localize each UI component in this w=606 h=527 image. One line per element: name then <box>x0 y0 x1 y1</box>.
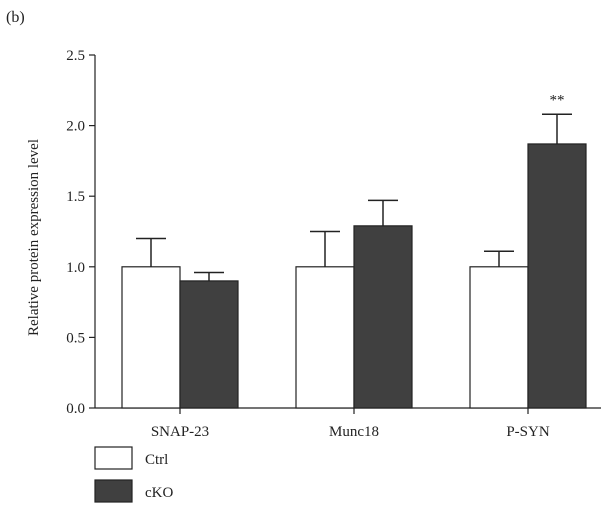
legend-swatch <box>94 446 133 470</box>
significance-marker: ** <box>550 92 565 108</box>
y-tick-label: 2.5 <box>66 48 85 64</box>
x-tick-label: SNAP-23 <box>151 424 209 440</box>
bar <box>469 266 529 409</box>
y-tick-label: 1.5 <box>66 189 85 205</box>
bar <box>121 266 181 409</box>
y-tick-label: 0.5 <box>66 330 85 346</box>
bar <box>295 266 355 409</box>
bar <box>353 225 413 409</box>
legend-swatch <box>94 479 133 503</box>
bars: ** <box>121 92 587 409</box>
y-axis-title: Relative protein expression level <box>26 139 42 336</box>
x-tick-label: P-SYN <box>506 424 550 440</box>
bar <box>179 280 239 409</box>
panel-label: (b) <box>6 9 25 26</box>
y-tick-label: 1.0 <box>66 260 85 276</box>
x-tick-label: Munc18 <box>329 424 379 440</box>
legend: Ctrl cKO <box>94 446 173 503</box>
y-tick-label: 2.0 <box>66 119 85 135</box>
bar <box>527 143 587 409</box>
legend-label: Ctrl <box>145 452 168 468</box>
y-tick-label: 0.0 <box>66 401 85 417</box>
axes: 0.0 0.5 1.0 1.5 2.0 2.5 SNAP-23 Munc18 P-SYN <box>66 48 601 440</box>
legend-label: cKO <box>145 485 173 501</box>
